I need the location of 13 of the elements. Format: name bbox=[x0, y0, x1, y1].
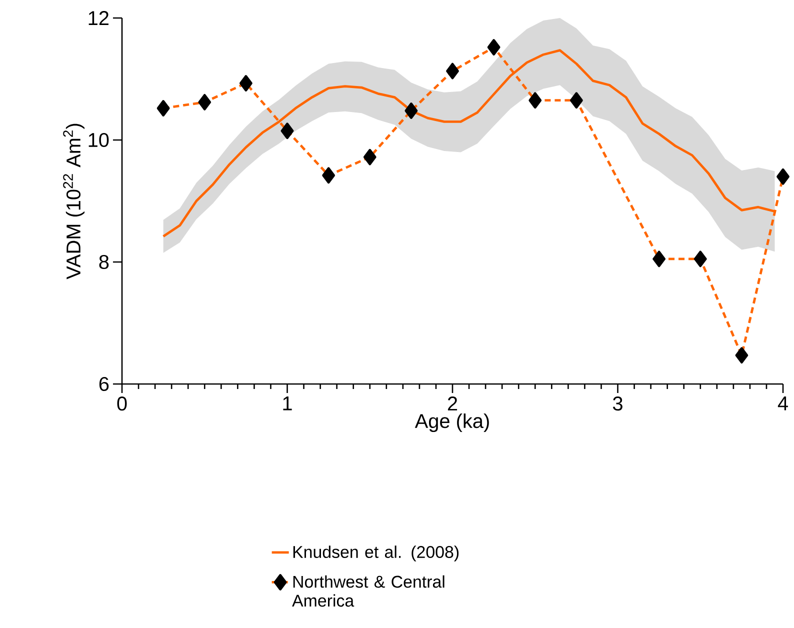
legend-label: Knudsen et al. (2008) bbox=[293, 546, 459, 562]
x-tick-label: 0 bbox=[117, 396, 127, 411]
y-tick-label: 12 bbox=[88, 11, 108, 25]
legend-label: Northwest & Central America bbox=[292, 575, 444, 607]
x-tick-label: 3 bbox=[612, 396, 622, 411]
y-axis-title: VADM (10$^{22}$ Am$^{2}$) bbox=[63, 124, 84, 280]
y-tick-label: 8 bbox=[99, 254, 109, 270]
y-tick-label: 6 bbox=[99, 376, 109, 392]
y-tick-label: 10 bbox=[88, 132, 109, 148]
x-tick-label: 2 bbox=[448, 396, 458, 410]
x-tick-label: 4 bbox=[778, 396, 788, 410]
x-tick-label: 1 bbox=[283, 396, 292, 410]
x-axis-title: Age (ka) bbox=[414, 413, 489, 432]
